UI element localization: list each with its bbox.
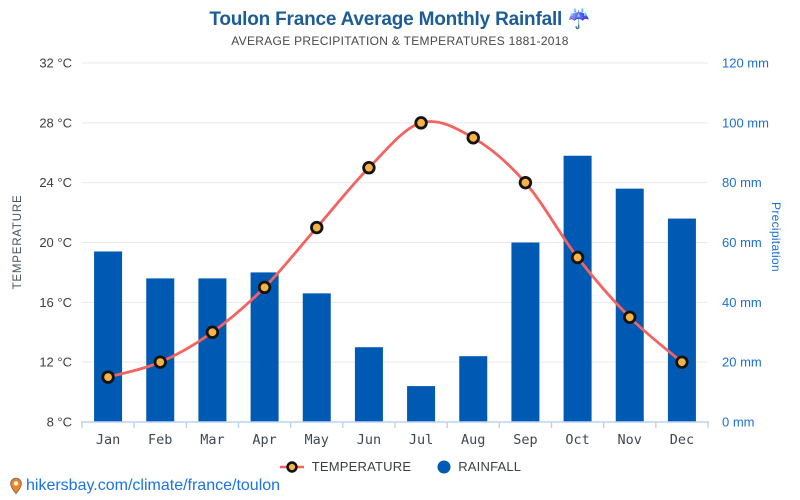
right-axis-tick-label: 0 mm	[722, 415, 755, 430]
month-label-sep: Sep	[513, 432, 537, 448]
footer: hikersbay.com/climate/france/toulon	[9, 477, 280, 495]
temperature-line	[106, 120, 684, 379]
temperature-point-sep[interactable]	[518, 175, 533, 190]
footer-link[interactable]: hikersbay.com/climate/france/toulon	[26, 477, 281, 494]
month-label-nov: Nov	[618, 432, 642, 448]
left-axis-tick-label: 24 °C	[39, 175, 72, 190]
left-axis-tick-label: 12 °C	[39, 355, 72, 370]
legend-item-rainfall: RAINFALL	[437, 459, 521, 474]
temperature-point-jul[interactable]	[414, 116, 428, 130]
rainfall-bar-mar[interactable]	[198, 278, 227, 422]
temperature-point-feb[interactable]	[153, 355, 167, 369]
rainfall-bar-jun[interactable]	[354, 347, 383, 422]
rainfall-bar-jul[interactable]	[407, 386, 436, 422]
rainfall-bar-feb[interactable]	[146, 278, 175, 422]
left-axis-tick-label: 16 °C	[39, 295, 72, 310]
temperature-point-jun[interactable]	[362, 161, 376, 175]
month-label-aug: Aug	[461, 432, 485, 448]
rainfall-bar-sep[interactable]	[511, 242, 540, 423]
month-label-apr: Apr	[252, 432, 276, 448]
month-label-jul: Jul	[409, 432, 433, 448]
temperature-point-aug[interactable]	[466, 131, 480, 145]
right-axis-tick-label: 20 mm	[722, 355, 762, 370]
right-axis-tick-label: 100 mm	[722, 115, 769, 130]
temperature-point-mar[interactable]	[205, 325, 220, 339]
legend-item-temperature: TEMPERATURE	[279, 459, 411, 474]
chart-legend: TEMPERATURE RAINFALL	[0, 459, 800, 474]
temperature-point-oct[interactable]	[570, 250, 585, 265]
dot-icon	[437, 460, 451, 473]
chart-subtitle: AVERAGE PRECIPITATION & TEMPERATURES 188…	[231, 34, 569, 48]
left-axis-tick-label: 20 °C	[39, 235, 72, 250]
temperature-point-dec[interactable]	[675, 355, 689, 369]
month-label-jan: Jan	[96, 432, 120, 448]
month-label-feb: Feb	[148, 432, 172, 448]
month-label-oct: Oct	[565, 432, 589, 448]
left-axis-tick-label: 28 °C	[39, 115, 72, 130]
temperature-point-nov[interactable]	[623, 310, 637, 324]
legend-label-temperature: TEMPERATURE	[311, 459, 412, 474]
month-label-dec: Dec	[670, 432, 694, 448]
left-axis-tick-label: 32 °C	[39, 56, 72, 71]
map-pin-icon	[10, 477, 22, 495]
rainfall-bar-aug[interactable]	[459, 356, 488, 422]
right-axis-tick-label: 120 mm	[722, 56, 769, 71]
rainfall-bar-may[interactable]	[302, 293, 331, 422]
right-axis-tick-label: 40 mm	[722, 295, 762, 310]
left-axis-tick-label: 8 °C	[47, 415, 72, 430]
month-label-may: May	[305, 432, 329, 448]
right-axis-tick-label: 60 mm	[722, 235, 762, 250]
temperature-point-may[interactable]	[310, 220, 324, 235]
legend-label-rainfall: RAINFALL	[458, 459, 522, 474]
right-axis-title: Precipitation	[769, 202, 783, 272]
temperature-point-jan[interactable]	[101, 370, 115, 384]
right-axis-tick-label: 80 mm	[722, 175, 762, 190]
chart-title: Toulon France Average Monthly Rainfall ☔	[209, 9, 591, 30]
month-label-mar: Mar	[200, 432, 224, 448]
line-marker-icon	[279, 460, 304, 473]
rainfall-bar-dec[interactable]	[667, 218, 696, 422]
rainfall-bar-oct[interactable]	[563, 155, 592, 422]
month-label-jun: Jun	[357, 432, 381, 448]
rainfall-bar-nov[interactable]	[615, 188, 644, 422]
left-axis-title: TEMPERATURE	[12, 195, 24, 290]
rainfall-bar-apr[interactable]	[250, 272, 279, 422]
rainfall-bar-jan[interactable]	[94, 251, 123, 422]
temperature-point-apr[interactable]	[257, 280, 272, 295]
